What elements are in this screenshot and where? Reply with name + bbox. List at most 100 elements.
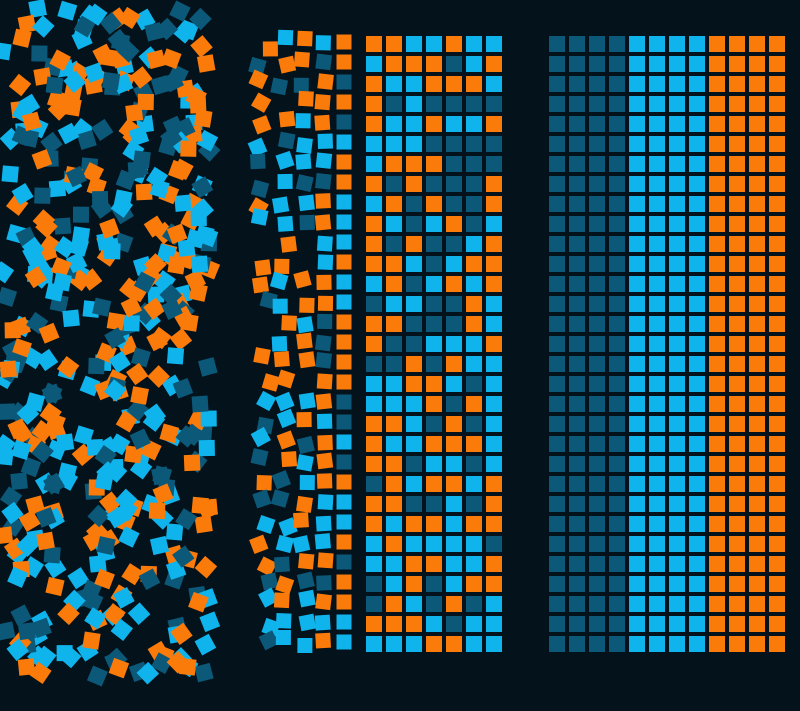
sorted-grid-square <box>589 456 605 472</box>
scattered-square <box>174 194 192 212</box>
sorted-grid-square <box>689 136 705 152</box>
sorted-grid-square <box>649 236 665 252</box>
sorted-grid-square <box>649 296 665 312</box>
sorted-grid-square <box>769 436 785 452</box>
transition-grid-square <box>426 416 442 432</box>
transition-grid-square <box>426 316 442 332</box>
sorted-grid-square <box>549 456 565 472</box>
transition-grid-square <box>446 276 462 292</box>
sorted-grid-square <box>609 356 625 372</box>
transition-grid-square <box>466 256 482 272</box>
sorted-grid-square <box>669 376 685 392</box>
scattered-square <box>91 190 109 208</box>
transition-square <box>247 137 268 158</box>
transition-grid-square <box>446 476 462 492</box>
transition-grid-square <box>386 376 402 392</box>
sorted-grid-square <box>629 216 645 232</box>
sorted-grid-square <box>589 556 605 572</box>
transition-grid-square <box>466 276 482 292</box>
transition-square <box>315 593 332 611</box>
sorted-grid-square <box>649 396 665 412</box>
transition-square <box>253 347 271 365</box>
sorted-grid-square <box>589 336 605 352</box>
transition-grid-square <box>426 496 442 512</box>
sorted-grid-square <box>669 416 685 432</box>
sorted-grid-square <box>669 516 685 532</box>
sorted-grid-square <box>749 236 765 252</box>
sorted-grid-square <box>609 36 625 52</box>
transition-grid-square <box>446 96 462 112</box>
sorted-grid-square <box>649 536 665 552</box>
transition-grid-square <box>426 336 442 352</box>
sorted-grid-square <box>609 96 625 112</box>
transition-square <box>280 236 298 253</box>
transition-square <box>336 94 352 110</box>
transition-square <box>314 214 332 231</box>
scattered-square <box>194 515 213 534</box>
transition-grid-square <box>466 56 482 72</box>
sorted-grid-square <box>769 636 785 652</box>
sorted-grid-square <box>709 356 725 372</box>
sorted-grid-square <box>749 296 765 312</box>
transition-grid-square <box>366 356 382 372</box>
transition-grid-square <box>466 336 482 352</box>
sorted-grid-square <box>689 316 705 332</box>
sorted-grid-square <box>589 316 605 332</box>
sorted-grid-square <box>609 456 625 472</box>
scattered-square <box>99 12 122 35</box>
transition-square <box>293 512 309 529</box>
transition-grid-square <box>386 636 402 652</box>
sorted-grid-square <box>729 416 745 432</box>
transition-square <box>275 629 291 646</box>
transition-grid-square <box>426 296 442 312</box>
sorted-grid-square <box>689 536 705 552</box>
sorted-grid-square <box>689 296 705 312</box>
sorted-grid-square <box>609 516 625 532</box>
transition-grid-square <box>426 56 442 72</box>
transition-square <box>258 587 279 608</box>
transition-square <box>296 332 313 350</box>
sorted-grid-square <box>709 96 725 112</box>
sorted-grid-square <box>669 596 685 612</box>
sorted-grid-square <box>709 636 725 652</box>
transition-grid-square <box>466 436 482 452</box>
scattered-square <box>43 546 61 564</box>
scattered-square <box>166 650 190 674</box>
sorted-grid-square <box>609 636 625 652</box>
sorted-grid-square <box>629 396 645 412</box>
transition-square <box>298 194 315 212</box>
scattered-square <box>198 357 218 377</box>
sorted-grid-square <box>649 596 665 612</box>
scattered-square <box>115 169 137 191</box>
sorted-grid-square <box>609 56 625 72</box>
sorted-grid-square <box>629 276 645 292</box>
sorted-grid-square <box>729 616 745 632</box>
scattered-square <box>31 440 54 464</box>
sorted-grid-square <box>769 576 785 592</box>
scattered-square <box>7 566 29 588</box>
transition-grid-square <box>406 396 422 412</box>
sorted-grid-square <box>709 176 725 192</box>
scattered-square <box>137 93 154 111</box>
transition-grid-square <box>426 276 442 292</box>
scattered-square <box>38 322 60 344</box>
transition-square <box>315 35 331 51</box>
scattered-square <box>84 607 107 630</box>
sorted-grid-square <box>769 456 785 472</box>
scattered-square <box>189 7 212 31</box>
transition-square <box>277 173 293 190</box>
transition-grid-square <box>426 116 442 132</box>
sorted-grid-square <box>769 156 785 172</box>
transition-square <box>278 110 296 128</box>
scattered-square <box>57 356 80 379</box>
transition-grid-square <box>486 36 502 52</box>
transition-grid-square <box>426 96 442 112</box>
sorted-grid-square <box>589 136 605 152</box>
transition-grid-square <box>366 396 382 412</box>
scattered-square <box>130 347 151 368</box>
transition-grid-square <box>466 616 482 632</box>
scattered-square <box>25 495 46 516</box>
transition-grid-square <box>406 76 422 92</box>
transition-grid-square <box>446 216 462 232</box>
transition-grid-square <box>426 36 442 52</box>
